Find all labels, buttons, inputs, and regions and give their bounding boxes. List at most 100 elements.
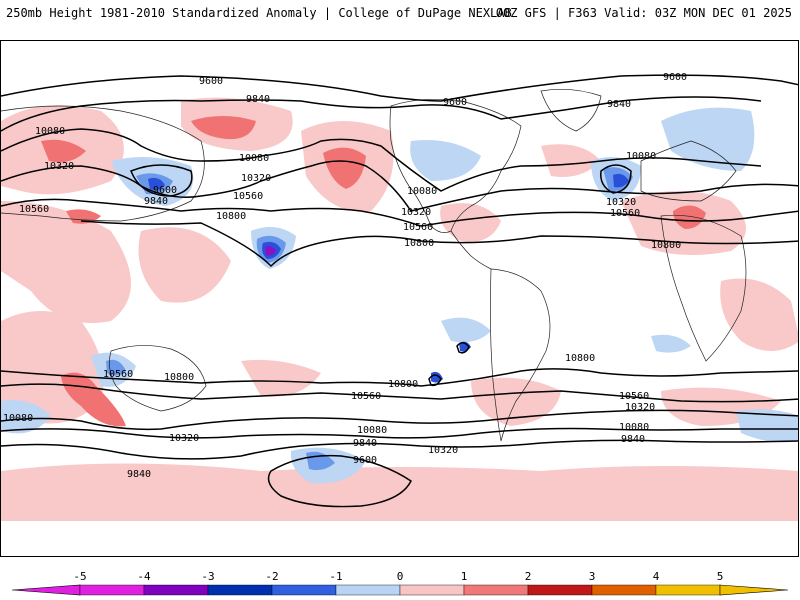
contour-label: 9600 — [663, 72, 687, 83]
contour-label: 10800 — [651, 240, 681, 251]
contour-label: 10800 — [388, 379, 418, 390]
anomaly-map: 9600 9840 9600 9600 9840 10080 10320 100… — [0, 40, 799, 557]
contour-label: 10320 — [625, 402, 655, 413]
colorbar-tick-label: -1 — [329, 570, 342, 583]
asia-outline — [1, 105, 205, 222]
negative-anomaly-region — [661, 107, 755, 171]
colorbar-tick-label: 4 — [653, 570, 660, 583]
contour-10800-south — [1, 368, 798, 387]
contour-10560-north — [1, 198, 798, 227]
contour-label: 10560 — [403, 222, 433, 233]
negative-anomaly-region — [736, 409, 798, 443]
positive-anomaly-region — [1, 201, 131, 323]
north-america-outline — [389, 98, 522, 233]
contour-9600-low-atlantic — [600, 164, 632, 194]
colorbar-segment — [79, 584, 145, 596]
contour-10320-south — [1, 409, 798, 431]
contour-label: 9840 — [246, 94, 270, 105]
contour-label: 10080 — [626, 151, 656, 162]
colorbar-segment — [335, 584, 401, 596]
contour-9600-low-asia — [130, 164, 193, 197]
positive-anomaly-core — [191, 116, 256, 140]
contour-label: 10560 — [351, 391, 381, 402]
colorbar-segment — [527, 584, 593, 596]
negative-anomaly-peak — [613, 173, 629, 188]
colorbar-arrow-high — [719, 584, 789, 596]
central-america-outline — [450, 230, 492, 270]
contour-label: 10080 — [239, 153, 269, 164]
contour-label: 9600 — [443, 97, 467, 108]
contour-label: 10320 — [44, 161, 74, 172]
colorbar-tick-label: 3 — [589, 570, 596, 583]
contour-label: 10320 — [169, 433, 199, 444]
contour-label: 10560 — [619, 391, 649, 402]
contour-9600-north — [1, 74, 798, 102]
height-contours — [1, 74, 798, 508]
contour-label: 9840 — [607, 99, 631, 110]
contour-label: 10320 — [241, 173, 271, 184]
colorbar-segment — [207, 584, 273, 596]
contour-label: 10800 — [404, 238, 434, 249]
colorbar-tick-label: 0 — [397, 570, 404, 583]
negative-anomaly-region — [1, 400, 51, 434]
contour-10800-north — [80, 220, 798, 268]
colorbar-tick-label: -2 — [265, 570, 278, 583]
colorbar-segment — [591, 584, 657, 596]
contour-10080-south — [1, 427, 798, 439]
contour-9840-south — [1, 439, 798, 460]
contour-label: 9600 — [153, 185, 177, 196]
positive-anomaly-region — [720, 278, 798, 351]
negative-anomaly-region — [410, 140, 481, 181]
coastlines — [1, 89, 747, 442]
negative-anomaly-peak — [431, 371, 443, 383]
contour-labels: 9600 9840 9600 9600 9840 10080 10320 100… — [3, 72, 687, 480]
colorbar-tick-label: -5 — [73, 570, 86, 583]
contour-label: 9600 — [353, 455, 377, 466]
positive-anomaly-region — [138, 227, 231, 303]
contour-label: 10800 — [216, 211, 246, 222]
contour-10320-north — [1, 160, 798, 212]
negative-anomaly-region — [441, 317, 491, 343]
colorbar-tick-label: 2 — [525, 570, 532, 583]
contour-label: 10800 — [164, 372, 194, 383]
positive-anomaly-region — [440, 203, 501, 242]
negative-anomaly-core — [106, 359, 126, 376]
contour-label: 10560 — [610, 208, 640, 219]
positive-anomaly-region — [541, 144, 601, 177]
map-title: 250mb Height 1981-2010 Standardized Anom… — [6, 6, 512, 20]
negative-anomaly-region — [651, 334, 691, 353]
contour-10560-south — [1, 383, 798, 403]
contour-label: 9840 — [621, 434, 645, 445]
colorbar-segment — [463, 584, 529, 596]
contour-label: 10080 — [3, 413, 33, 424]
anomaly-colorbar: -5 -4 -3 -2 -1 0 1 2 3 4 5 — [11, 570, 789, 596]
contour-label: 9840 — [144, 196, 168, 207]
contour-label: 10560 — [233, 191, 263, 202]
colorbar-tick-label: -4 — [137, 570, 151, 583]
contour-label: 10320 — [428, 445, 458, 456]
positive-anomaly-region — [241, 359, 321, 397]
australia-outline — [109, 345, 207, 412]
contour-10800-closed-south-1 — [428, 374, 442, 387]
europe-africa-outline — [640, 140, 747, 362]
colorbar-segment — [143, 584, 209, 596]
greenland-outline — [540, 89, 602, 132]
anomaly-shading — [1, 97, 798, 521]
contour-label: 9600 — [199, 76, 223, 87]
contour-label: 10080 — [357, 425, 387, 436]
negative-anomaly-extreme — [265, 246, 276, 256]
contour-9600-south — [267, 454, 412, 508]
contour-label: 10320 — [401, 207, 431, 218]
contour-label: 10560 — [19, 204, 49, 215]
contour-label: 10080 — [619, 422, 649, 433]
model-valid-time: 00Z GFS | F363 Valid: 03Z MON DEC 01 202… — [495, 6, 792, 20]
contour-label: 10800 — [565, 353, 595, 364]
positive-anomaly-region — [471, 377, 561, 426]
colorbar-segment — [655, 584, 721, 596]
contour-label: 9840 — [353, 438, 377, 449]
colorbar-segment — [399, 584, 465, 596]
positive-anomaly-core — [673, 205, 706, 229]
contour-9840-north — [1, 96, 762, 132]
colorbar-tick-label: 1 — [461, 570, 468, 583]
contour-label: 10080 — [35, 126, 65, 137]
